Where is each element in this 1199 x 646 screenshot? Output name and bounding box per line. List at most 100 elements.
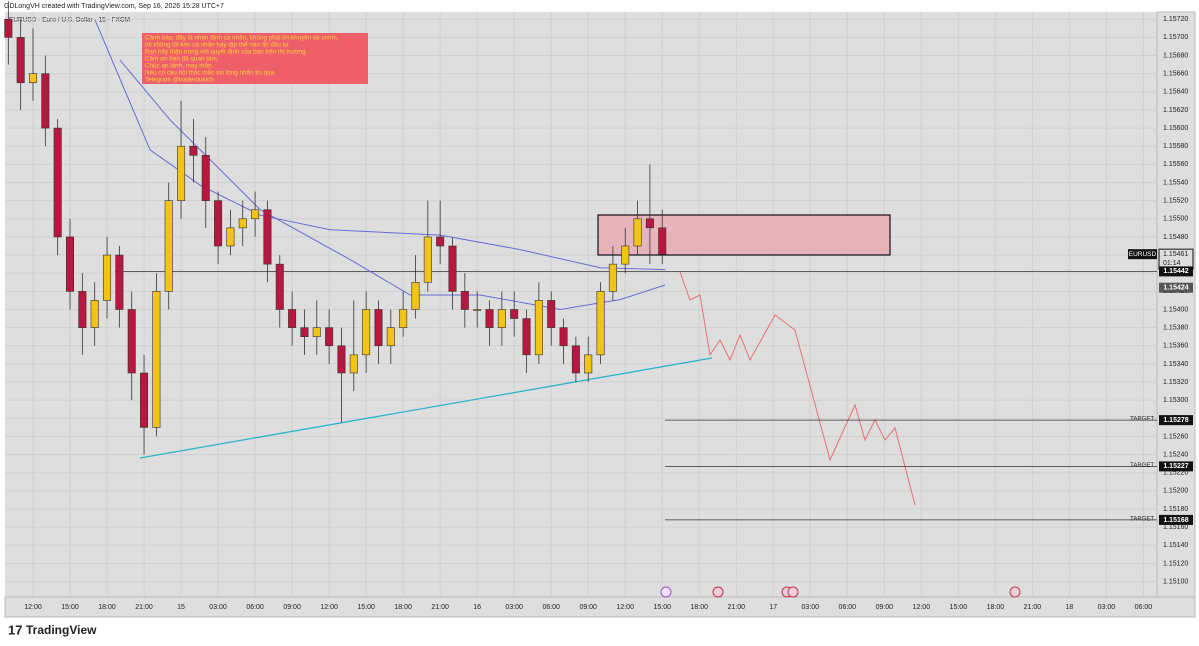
x-tick-label: 18 [1066,604,1074,611]
candle-body [386,327,395,347]
moving-average [94,20,666,271]
candle-body [214,200,223,247]
target-label: TARGET [1130,417,1154,423]
x-tick-label: 09:00 [283,604,301,611]
candle-body [251,209,260,220]
projection-path [679,271,916,506]
candle-body [201,155,210,201]
candle-body [522,318,531,356]
y-tick-label: 1.15340 [1163,361,1188,368]
candle-body [510,309,519,319]
candle-body [349,354,358,374]
candle-body [164,200,173,292]
x-tick-label: 18:00 [690,604,708,611]
candle-body [436,236,445,247]
candle-body [4,18,13,38]
price-tag [1159,415,1193,426]
level-tag [1159,266,1193,277]
x-tick-label: 12:00 [913,604,931,611]
x-tick-label: 15 [177,604,185,611]
candle-body [584,354,593,374]
x-tick-label: 15:00 [357,604,375,611]
y-tick-label: 1.15260 [1163,433,1188,440]
candle-body [534,300,543,356]
candle-body [263,209,272,265]
y-tick-label: 1.15720 [1163,16,1188,23]
y-tick-label: 1.15360 [1163,343,1188,350]
candle-body [300,327,309,337]
candle-body [337,345,346,374]
x-tick-label: 18:00 [98,604,116,611]
event-icons [660,586,1021,598]
y-tick-label: 1.15520 [1163,197,1188,204]
candle-body [238,218,247,229]
countdown-label: 01:14 [1163,260,1181,267]
candle-body [152,291,161,428]
candle-body [473,309,482,311]
y-tick-label: 1.15660 [1163,71,1188,78]
y-tick-label: 1.15240 [1163,451,1188,458]
y-tick-label: 1.15400 [1163,306,1188,313]
candle-body [571,345,580,374]
candle-body [411,281,420,310]
candle-body [103,254,112,301]
note-line: Telegram @traderdukich [145,77,214,84]
candle-body [399,309,408,328]
price-tag [1159,461,1193,472]
x-tick-label: 06:00 [542,604,560,611]
note-box [142,33,368,84]
x-tick-label: 21:00 [728,604,746,611]
y-tick-label: 1.15120 [1163,560,1188,567]
y-tick-label: 1.15600 [1163,125,1188,132]
y-tick-label: 1.15580 [1163,143,1188,150]
marks [4,1,1157,521]
event-icon [660,586,672,598]
x-tick-label: 03:00 [505,604,523,611]
x-tick-label: 18:00 [394,604,412,611]
x-tick-label: 12:00 [24,604,42,611]
candle-body [645,218,654,229]
candle-body [29,73,38,84]
target-label: TARGET [1130,516,1154,522]
y-tick-label: 1.15380 [1163,324,1188,331]
note-line: Nếu có câu hỏi thắc mắc xin lòng nhắn ti… [145,68,275,77]
note-line: Cảnh báo: đây là nhận định cá nhân, khôn… [145,35,339,42]
x-tick-label: 03:00 [1098,604,1116,611]
candle-body [226,227,235,247]
candle-body [177,145,186,201]
ma-label: 1.15424 [1163,285,1188,292]
x-tick-label: 18:00 [987,604,1005,611]
grid [5,12,1157,597]
candle-body [90,300,99,328]
x-tick-label: 09:00 [876,604,894,611]
level-label: 1.15442 [1163,268,1188,275]
candle-body [325,327,334,347]
x-tick-label: 06:00 [1135,604,1153,611]
y-tick-label: 1.15540 [1163,179,1188,186]
candle-body [633,218,642,247]
price-tag-label: 1.15168 [1163,517,1188,524]
header: GDLongVH created with TradingView.com, S… [4,3,224,10]
x-tick-label: 21:00 [431,604,449,611]
note-line: tôi không lôi kéo cá nhân hay tập thể nà… [145,40,291,49]
candle-body [16,37,25,84]
time-axis [4,596,1196,618]
note: Cảnh báo: đây là nhận định cá nhân, khôn… [145,35,339,84]
candle-body [448,245,457,292]
x-tick-label: 15:00 [61,604,79,611]
y-tick-label: 1.15620 [1163,107,1188,114]
y-tick-label: 1.15140 [1163,542,1188,549]
candle-body [78,291,87,328]
price-tag [1159,514,1193,525]
candle-body [127,309,136,374]
candle-body [275,263,284,310]
candle-body [559,327,568,347]
y-tick-label: 1.15480 [1163,234,1188,241]
y-tick-label: 1.15500 [1163,216,1188,223]
symbol-tag [1128,249,1157,260]
note-line: Chúc an lành, may mắn. [145,61,214,70]
note-line: Cảm ơn bạn đã quan tâm. [145,56,219,63]
x-tick-label: 09:00 [579,604,597,611]
x-tick-label: 15:00 [950,604,968,611]
